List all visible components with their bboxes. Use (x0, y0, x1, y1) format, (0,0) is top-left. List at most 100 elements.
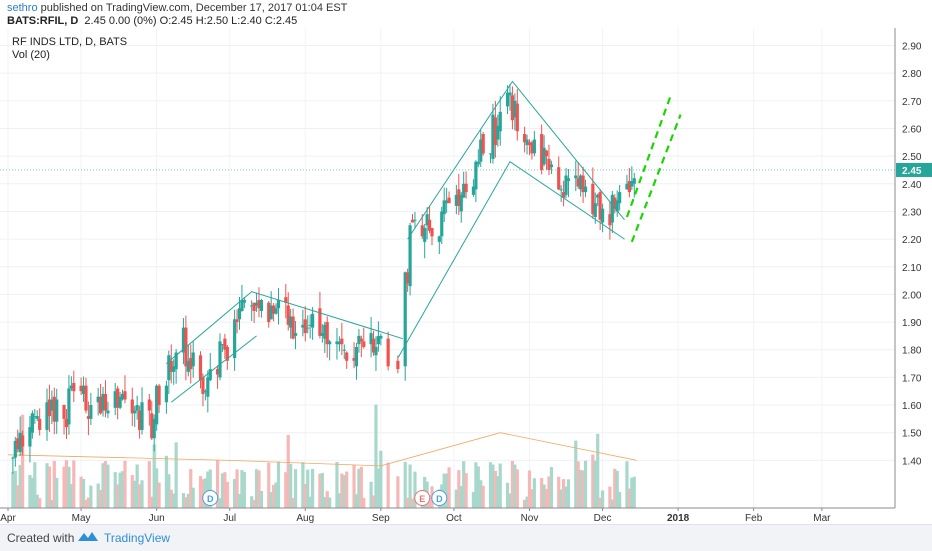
candle-body (55, 399, 59, 422)
volume-bar (532, 478, 536, 508)
volume-bar (293, 469, 298, 508)
candle-body (72, 382, 76, 392)
volume-bar (130, 475, 134, 508)
volume-bar (498, 463, 502, 508)
candle-body (386, 338, 390, 367)
volume-bar (198, 476, 203, 508)
candle-body (21, 435, 25, 447)
volume-bar (608, 486, 612, 508)
candle-body (84, 385, 88, 411)
candle-body (596, 194, 600, 198)
volume-bar (103, 461, 108, 508)
tradingview-logo-icon[interactable] (76, 530, 100, 544)
candle-body (116, 388, 120, 408)
volume-bar (81, 478, 86, 508)
author-link[interactable]: sethro (7, 2, 38, 14)
volume-bar (123, 460, 127, 508)
candle-body (137, 410, 142, 430)
volume-bar (155, 468, 159, 508)
volume-bar (625, 461, 629, 508)
candle-body (140, 402, 144, 430)
volume-bar (84, 499, 88, 508)
candle-body (574, 175, 578, 179)
candle-body (579, 175, 583, 190)
volume-bar (237, 493, 242, 508)
volume-bar (201, 479, 205, 508)
volume-bar (311, 468, 315, 508)
price-chart[interactable]: D E D 2.90 2.80 2.70 2.60 2.50 2.40 2.30 2.20 2.10… (0, 28, 932, 524)
volume-bar (510, 460, 515, 508)
x-tick-label: Dec (594, 513, 612, 524)
candle-body (525, 139, 529, 146)
candle-body (289, 316, 293, 328)
volume-bar (167, 474, 171, 508)
volume-bar (96, 483, 100, 508)
candle-body (257, 299, 261, 309)
x-tick-label: Jun (149, 513, 165, 524)
candle-body (50, 399, 54, 411)
x-tick-label: 2018 (667, 513, 690, 524)
candle-body (527, 142, 532, 146)
volume-bar (242, 471, 246, 508)
candle-body (632, 178, 636, 184)
volume-bar (118, 472, 122, 508)
volume-bar (116, 484, 120, 508)
trendline (166, 291, 403, 364)
volume-bar (369, 481, 373, 508)
volume-bar (445, 473, 449, 508)
x-tick-label: Aug (296, 513, 314, 524)
candle-body (101, 393, 105, 411)
candle-body (515, 103, 519, 132)
volume-bar (113, 472, 117, 508)
volume-bar (576, 461, 580, 508)
candle-body (291, 316, 295, 339)
volume-bar (72, 460, 76, 508)
candle-body (169, 360, 173, 372)
candle-body (498, 111, 502, 132)
volume-bar (476, 466, 480, 508)
volume-bar (301, 462, 305, 508)
dividend-marker[interactable] (202, 490, 219, 506)
candle-body (457, 189, 461, 206)
volume-bar (613, 468, 617, 508)
chart-header: sethro published on TradingView.com, Dec… (0, 0, 932, 30)
last-price-label: 2.45 (902, 166, 922, 177)
candle-body (376, 335, 380, 345)
candle-body (408, 225, 412, 287)
y-tick-label: 2.20 (902, 235, 922, 246)
volume-bar (79, 476, 83, 508)
volume-bar (447, 467, 451, 508)
candle-body (96, 396, 100, 403)
earnings-marker[interactable] (414, 490, 431, 506)
volume-bar (515, 469, 519, 508)
candle-body (542, 147, 546, 165)
volume-bar (13, 470, 17, 508)
candle-body (233, 319, 237, 359)
volume-bar (64, 460, 69, 508)
candle-body (447, 197, 451, 204)
candle-body (89, 405, 93, 419)
volume-bar (52, 460, 56, 508)
volume-bar (133, 480, 137, 508)
candle-body (30, 413, 34, 433)
volume-bar (184, 497, 188, 508)
y-tick-label: 1.40 (902, 456, 922, 467)
volume-bar (106, 464, 110, 508)
candle-body (598, 192, 602, 220)
volume-bar (62, 466, 66, 508)
ohlc-info: BATS:RFIL, D 2.45 0.00 (0%) O:2.45 H:2.5… (7, 15, 297, 27)
trendline (397, 160, 625, 359)
candle-body (103, 393, 108, 411)
dividend-marker[interactable] (431, 490, 448, 506)
tradingview-brand[interactable]: TradingView (104, 531, 171, 545)
candle-body (203, 391, 207, 393)
candle-body (47, 399, 52, 417)
candle-body (155, 385, 159, 425)
volume-bar (396, 476, 400, 508)
y-tick-label: 2.40 (902, 180, 922, 191)
volume-bar (632, 476, 636, 508)
volume-bar (11, 472, 15, 508)
volume-bar (581, 470, 585, 508)
x-tick-label: Nov (521, 513, 539, 524)
volume-bar (547, 476, 551, 508)
